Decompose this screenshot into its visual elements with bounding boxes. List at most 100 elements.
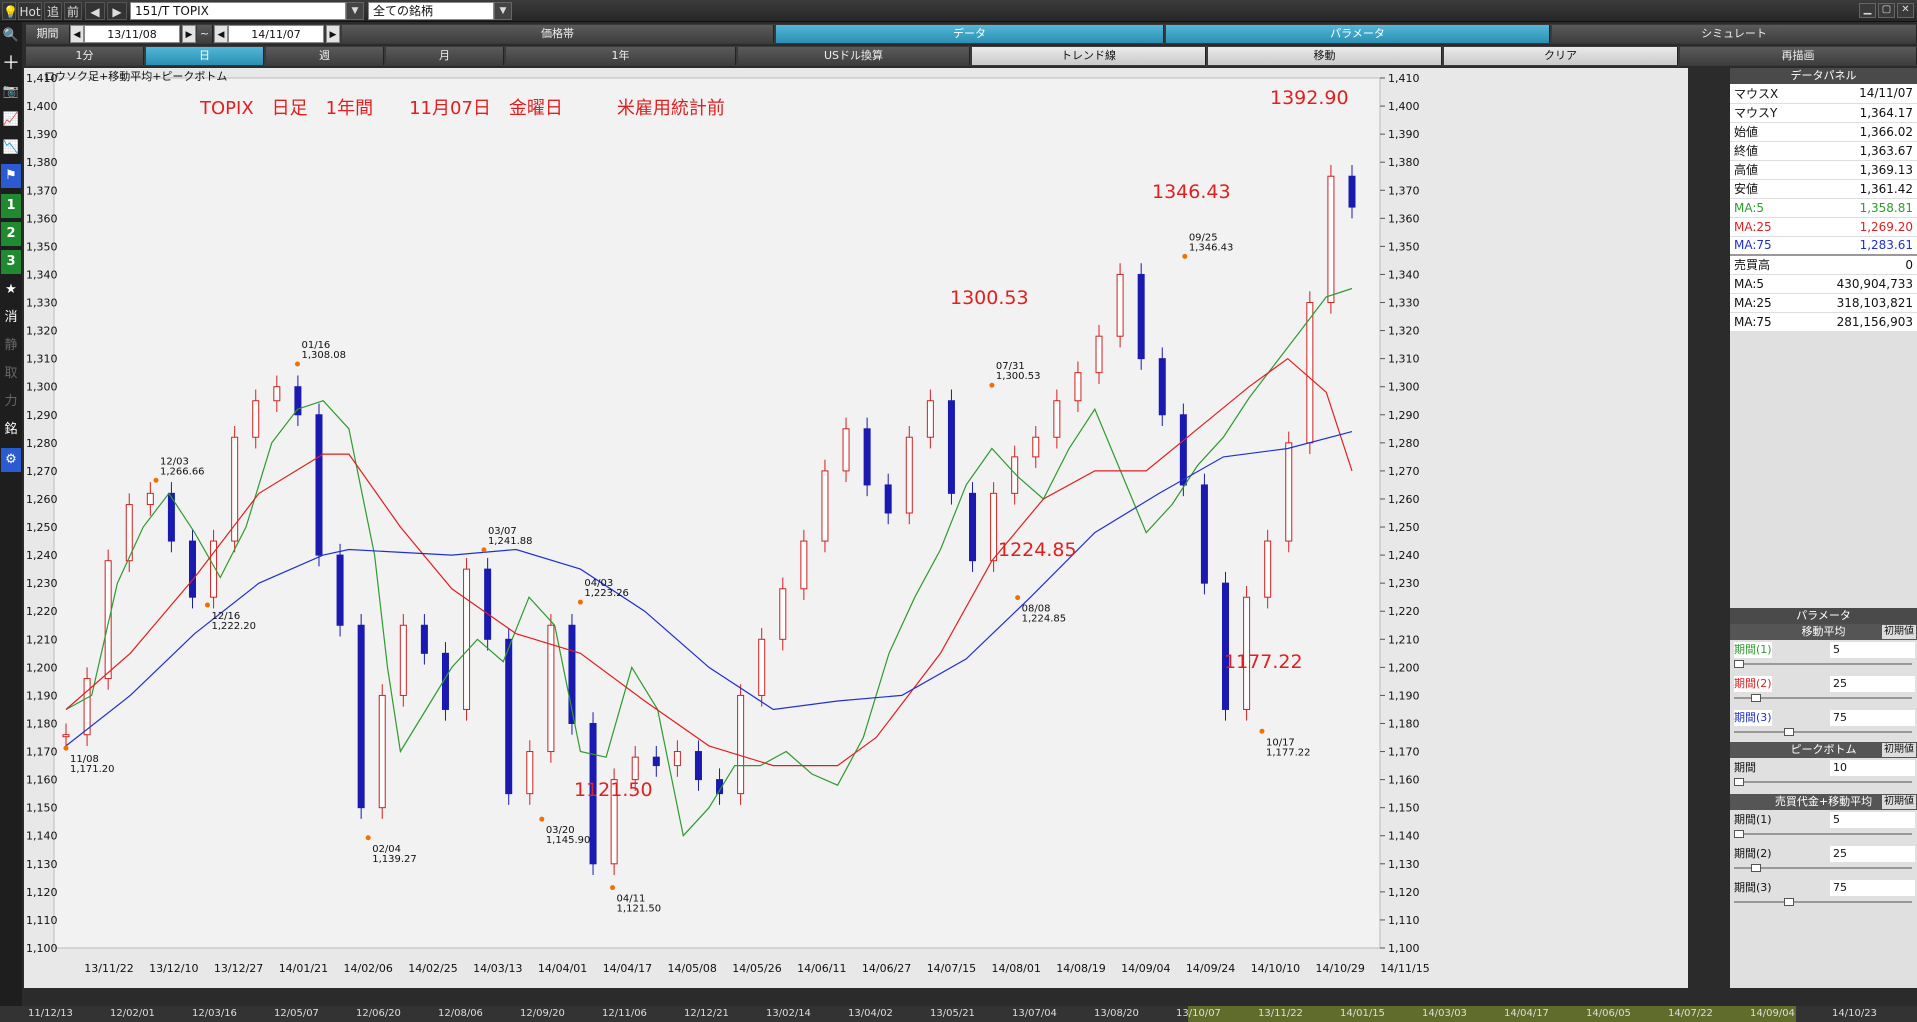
param-value[interactable]: 5: [1830, 812, 1915, 828]
param-slider[interactable]: [1734, 898, 1912, 906]
lightbulb-icon[interactable]: 💡: [2, 2, 18, 20]
tab-1min[interactable]: 1分: [26, 47, 144, 65]
chart-area[interactable]: 1,100 1,100 1,110 1,110 1,120 1,120 1,130 1,130…: [24, 68, 1688, 988]
candle-body[interactable]: [1222, 582, 1230, 710]
candle-body[interactable]: [863, 428, 871, 486]
filter-dropdown-icon[interactable]: ▼: [494, 2, 512, 20]
candle-body[interactable]: [252, 400, 260, 438]
param-slider[interactable]: [1734, 694, 1912, 702]
tool-2-button[interactable]: 2: [1, 222, 21, 246]
candle-body[interactable]: [315, 414, 323, 556]
take-tool-button[interactable]: 取: [4, 366, 18, 381]
candle-body[interactable]: [526, 751, 534, 795]
candlestick-chart[interactable]: 1,100 1,100 1,110 1,110 1,120 1,120 1,130 1,130…: [24, 68, 1688, 988]
candle-body[interactable]: [842, 428, 850, 472]
candle-body[interactable]: [1264, 540, 1272, 598]
hot-button[interactable]: Hot: [18, 2, 42, 20]
param-value[interactable]: 25: [1830, 676, 1915, 692]
tab-daily[interactable]: 日: [146, 47, 264, 65]
candle-body[interactable]: [378, 694, 386, 809]
candle-body[interactable]: [125, 504, 133, 562]
candle-body[interactable]: [231, 436, 239, 542]
candle-body[interactable]: [821, 470, 829, 542]
candle-body[interactable]: [905, 436, 913, 514]
to-prev-icon[interactable]: ◀: [214, 25, 228, 43]
candle-body[interactable]: [420, 624, 428, 654]
chart2-icon[interactable]: 📉: [2, 140, 20, 155]
candle-body[interactable]: [273, 386, 281, 402]
param-value[interactable]: 75: [1830, 880, 1915, 896]
tool-1-button[interactable]: 1: [1, 194, 21, 218]
ma-init-button[interactable]: 初期値: [1882, 625, 1916, 639]
candle-body[interactable]: [1243, 596, 1251, 710]
candle-body[interactable]: [210, 540, 218, 598]
candle-body[interactable]: [1137, 273, 1145, 360]
tab-weekly[interactable]: 週: [266, 47, 384, 65]
candle-body[interactable]: [779, 588, 787, 640]
to-date-field[interactable]: 14/11/07: [228, 25, 324, 43]
candle-body[interactable]: [441, 652, 449, 710]
candle-body[interactable]: [104, 560, 112, 680]
candle-body[interactable]: [1011, 456, 1019, 494]
clear-tool-button[interactable]: 消: [4, 310, 18, 325]
tab-price-band[interactable]: 価格帯: [342, 25, 774, 43]
candle-body[interactable]: [294, 386, 302, 416]
slider-thumb[interactable]: [1784, 728, 1795, 736]
param-slider[interactable]: [1734, 864, 1912, 872]
symbol-field[interactable]: 151/T TOPIX: [130, 2, 346, 20]
follow-button[interactable]: 追: [44, 2, 62, 20]
param-value[interactable]: 75: [1830, 710, 1915, 726]
candle-body[interactable]: [969, 492, 977, 562]
candle-body[interactable]: [1179, 414, 1187, 486]
from-date-field[interactable]: 13/11/08: [84, 25, 180, 43]
slider-thumb[interactable]: [1734, 660, 1744, 668]
candle-body[interactable]: [167, 492, 175, 542]
param-slider[interactable]: [1734, 830, 1912, 838]
usd-button[interactable]: USドル換算: [738, 47, 970, 65]
candle-body[interactable]: [652, 756, 660, 767]
star-icon[interactable]: ★: [5, 282, 17, 297]
candle-body[interactable]: [146, 492, 154, 506]
candle-body[interactable]: [758, 638, 766, 696]
slider-thumb[interactable]: [1734, 778, 1744, 786]
candle-body[interactable]: [1074, 372, 1082, 402]
redraw-button[interactable]: 再描画: [1680, 47, 1917, 65]
candle-body[interactable]: [1158, 358, 1166, 416]
param-value[interactable]: 25: [1830, 846, 1915, 862]
candle-body[interactable]: [357, 624, 365, 809]
candle-body[interactable]: [484, 568, 492, 640]
static-tool-button[interactable]: 静: [4, 338, 18, 353]
prev-button[interactable]: 前: [64, 2, 82, 20]
forward-arrow-icon[interactable]: ▶: [107, 2, 127, 20]
candle-body[interactable]: [884, 484, 892, 514]
flag-icon[interactable]: ⚑: [1, 164, 21, 188]
candle-body[interactable]: [947, 400, 955, 494]
candle-body[interactable]: [336, 554, 344, 626]
filter-select[interactable]: 全ての銘柄: [368, 2, 494, 20]
candle-body[interactable]: [1306, 302, 1314, 444]
candle-body[interactable]: [1116, 273, 1124, 337]
clear-button[interactable]: クリア: [1444, 47, 1678, 65]
close-icon[interactable]: ✕: [1897, 3, 1914, 18]
candle-body[interactable]: [610, 779, 618, 865]
power-tool-button[interactable]: 力: [4, 394, 18, 409]
param-slider[interactable]: [1734, 660, 1912, 668]
tab-parameters[interactable]: パラメータ: [1166, 25, 1550, 43]
candle-body[interactable]: [1053, 400, 1061, 438]
candle-body[interactable]: [694, 751, 702, 781]
minimize-icon[interactable]: ▁: [1859, 3, 1876, 18]
symbol-dropdown-icon[interactable]: ▼: [346, 2, 364, 20]
candle-body[interactable]: [589, 722, 597, 865]
move-button[interactable]: 移動: [1208, 47, 1442, 65]
candle-body[interactable]: [673, 751, 681, 767]
candle-body[interactable]: [463, 568, 471, 710]
pb-init-button[interactable]: 初期値: [1882, 743, 1916, 757]
back-arrow-icon[interactable]: ◀: [85, 2, 105, 20]
stock-tool-button[interactable]: 銘: [4, 422, 18, 437]
vol-init-button[interactable]: 初期値: [1882, 795, 1916, 809]
slider-thumb[interactable]: [1750, 694, 1761, 702]
tab-simulate[interactable]: シミュレート: [1552, 25, 1917, 43]
tab-data[interactable]: データ: [776, 25, 1164, 43]
gear-icon[interactable]: ⚙: [1, 448, 21, 472]
candle-body[interactable]: [568, 624, 576, 724]
